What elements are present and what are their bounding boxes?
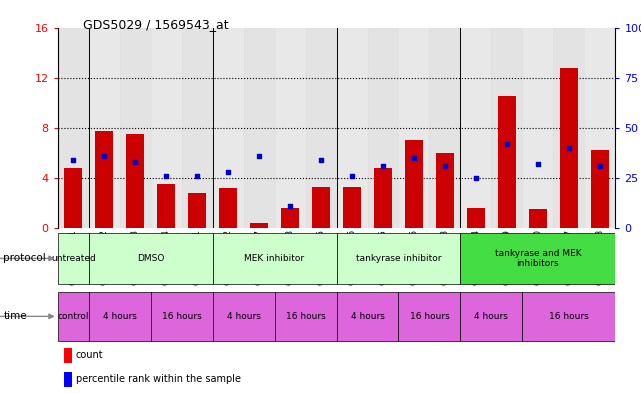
Bar (213, 233, 337, 284)
Text: protocol: protocol (3, 253, 46, 263)
Point (161, 173, 171, 179)
Bar (188, 193, 206, 228)
Bar (492, 28, 522, 228)
Bar (306, 28, 337, 228)
Bar (460, 233, 615, 284)
Point (595, 163, 605, 169)
Bar (88, 292, 151, 341)
Bar (529, 209, 547, 228)
Text: 4 hours: 4 hours (103, 312, 137, 321)
Text: 4 hours: 4 hours (227, 312, 260, 321)
Bar (250, 223, 269, 228)
Bar (312, 187, 330, 228)
Point (409, 155, 419, 161)
Bar (64, 348, 72, 363)
Point (564, 145, 574, 151)
Point (192, 173, 203, 179)
Bar (337, 292, 399, 341)
Text: time: time (3, 311, 27, 321)
Text: tankyrase inhibitor: tankyrase inhibitor (356, 254, 441, 263)
Bar (126, 134, 144, 228)
Text: 16 hours: 16 hours (410, 312, 449, 321)
Bar (64, 168, 83, 228)
Bar (274, 28, 306, 228)
Bar (88, 28, 120, 228)
Bar (374, 168, 392, 228)
Text: 16 hours: 16 hours (286, 312, 326, 321)
Bar (429, 28, 460, 228)
Bar (399, 292, 460, 341)
Bar (213, 292, 274, 341)
Bar (274, 292, 337, 341)
Point (378, 163, 388, 169)
Bar (88, 233, 213, 284)
Bar (522, 292, 615, 341)
Bar (157, 184, 176, 228)
Bar (460, 292, 522, 341)
Point (533, 161, 543, 167)
Bar (553, 28, 585, 228)
Bar (64, 372, 72, 387)
Bar (367, 28, 399, 228)
Text: untreated: untreated (51, 254, 96, 263)
Text: GDS5029 / 1569543_at: GDS5029 / 1569543_at (83, 18, 229, 31)
Text: 4 hours: 4 hours (351, 312, 385, 321)
Text: percentile rank within the sample: percentile rank within the sample (76, 374, 240, 384)
Bar (58, 28, 88, 228)
Bar (337, 233, 460, 284)
Bar (590, 150, 609, 228)
Text: MEK inhibitor: MEK inhibitor (244, 254, 304, 263)
Bar (337, 28, 367, 228)
Bar (522, 28, 553, 228)
Bar (151, 292, 213, 341)
Text: 4 hours: 4 hours (474, 312, 508, 321)
Text: control: control (58, 312, 89, 321)
Point (99, 152, 109, 159)
Text: count: count (76, 350, 103, 360)
Bar (399, 28, 429, 228)
Bar (120, 28, 151, 228)
Point (347, 173, 357, 179)
Text: tankyrase and MEK
inhibitors: tankyrase and MEK inhibitors (495, 249, 581, 268)
Point (471, 174, 481, 181)
Point (254, 152, 264, 159)
Bar (585, 28, 615, 228)
Bar (497, 96, 516, 228)
Point (440, 163, 450, 169)
Bar (404, 140, 423, 228)
Point (68, 157, 78, 163)
Bar (343, 187, 362, 228)
Bar (58, 233, 88, 284)
Point (223, 169, 233, 175)
Point (502, 141, 512, 147)
Bar (281, 208, 299, 228)
Bar (467, 208, 485, 228)
Bar (213, 28, 244, 228)
Point (285, 203, 295, 209)
Bar (219, 188, 237, 228)
Bar (58, 292, 88, 341)
Bar (181, 28, 213, 228)
Bar (151, 28, 181, 228)
Bar (244, 28, 274, 228)
Bar (560, 68, 578, 228)
Point (130, 159, 140, 165)
Bar (460, 28, 492, 228)
Text: 16 hours: 16 hours (549, 312, 589, 321)
Text: DMSO: DMSO (137, 254, 164, 263)
Point (316, 157, 326, 163)
Bar (95, 132, 113, 228)
Bar (436, 153, 454, 228)
Text: 16 hours: 16 hours (162, 312, 201, 321)
